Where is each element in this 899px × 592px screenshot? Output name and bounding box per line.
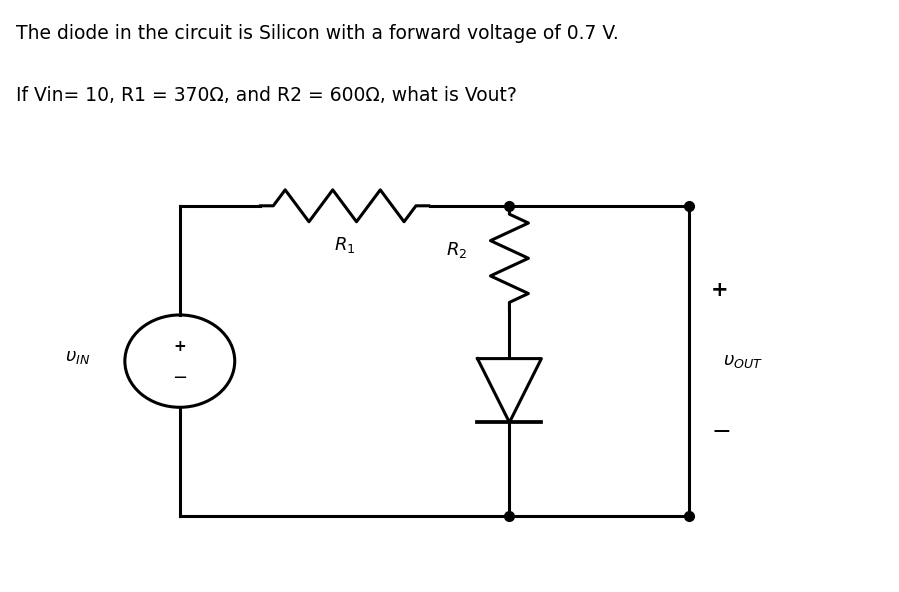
Text: $R_1$: $R_1$ — [334, 235, 355, 255]
Text: +: + — [711, 280, 729, 300]
Text: −: − — [173, 369, 187, 387]
Text: The diode in the circuit is Silicon with a forward voltage of 0.7 V.: The diode in the circuit is Silicon with… — [16, 24, 619, 43]
Text: $R_2$: $R_2$ — [446, 240, 467, 260]
Text: $\upsilon_{IN}$: $\upsilon_{IN}$ — [65, 348, 90, 366]
Text: If Vin= 10, R1 = 370Ω, and R2 = 600Ω, what is Vout?: If Vin= 10, R1 = 370Ω, and R2 = 600Ω, wh… — [16, 86, 517, 105]
Text: $\upsilon_{OUT}$: $\upsilon_{OUT}$ — [723, 352, 763, 370]
Text: −: − — [711, 420, 731, 445]
Text: +: + — [174, 339, 186, 355]
Polygon shape — [477, 359, 541, 423]
